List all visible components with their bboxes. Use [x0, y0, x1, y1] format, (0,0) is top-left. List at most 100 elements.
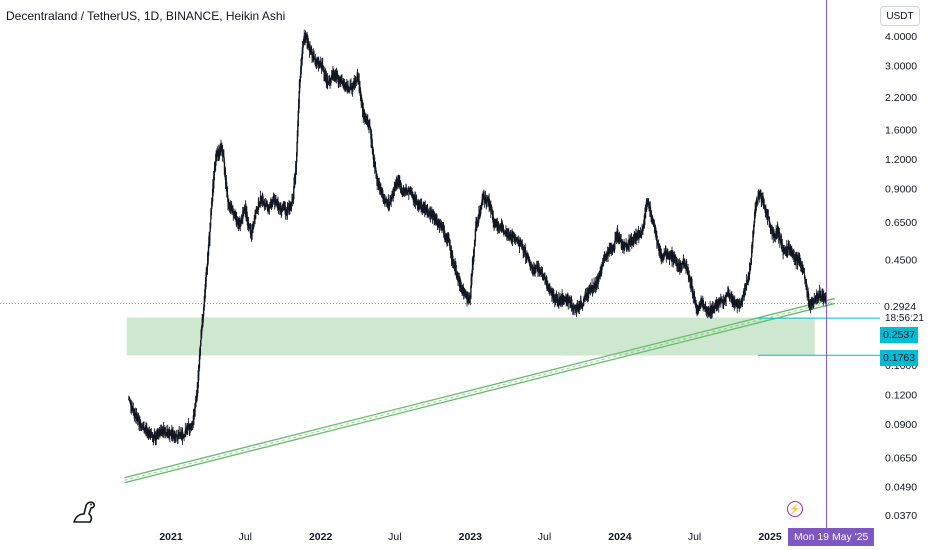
current-price-label: 0.2924	[884, 301, 917, 313]
candle-body	[691, 284, 693, 288]
candle-body	[468, 297, 470, 300]
candle-body	[283, 206, 285, 210]
candle-body	[682, 262, 684, 264]
support-zone	[126, 317, 815, 356]
candle-body	[614, 237, 616, 248]
candle-body	[469, 295, 471, 301]
candle-body	[419, 201, 421, 205]
candle-body	[255, 212, 257, 214]
candle-body	[750, 263, 752, 267]
candle-body	[628, 245, 629, 247]
candle-body	[503, 226, 504, 232]
candle-body	[633, 235, 635, 240]
time-tick-label: Jul	[538, 531, 551, 543]
price-tick-label: 1.2000	[885, 154, 917, 166]
price-tick-label: 2.2000	[885, 92, 917, 104]
candle-body	[269, 204, 271, 208]
time-axis-ticks: 2021 Jul 2022 Jul 2023 Jul 2024 Jul 2025	[159, 531, 782, 543]
candle-body	[208, 242, 210, 256]
price-tick-label: 0.0490	[885, 481, 917, 493]
price-axis-ticks: 4.0000 3.0000 2.2000 1.6000 1.2000 0.9000 0.65…	[885, 31, 917, 522]
candle-body	[174, 433, 176, 438]
candle-body	[408, 191, 410, 196]
candle-body	[556, 296, 558, 299]
candle-body	[264, 204, 265, 207]
horizontal-lines-layer	[0, 303, 880, 356]
candle-body	[723, 296, 725, 303]
candle-body	[649, 206, 651, 214]
candle-body	[390, 197, 392, 202]
trendline-mid	[124, 300, 835, 481]
candle-body	[376, 170, 377, 177]
candle-body	[346, 84, 348, 88]
candle-body	[402, 192, 404, 194]
candle-body	[806, 291, 808, 296]
candle-body	[227, 190, 228, 199]
time-tick-label: 2025	[758, 531, 782, 543]
candle-body	[401, 191, 403, 192]
candle-body	[272, 200, 274, 204]
candle-body	[336, 76, 338, 79]
trendline-lower	[124, 302, 835, 484]
candle-body	[444, 232, 446, 237]
candle-body	[669, 254, 671, 259]
price-tick-label: 0.0650	[885, 452, 917, 464]
candle-body	[281, 210, 283, 212]
time-tick-label: 2021	[159, 531, 183, 543]
candle-body	[216, 151, 218, 156]
candle-body	[590, 287, 592, 290]
candle-body	[624, 245, 626, 247]
candle-body	[714, 308, 716, 312]
candle-body	[467, 296, 469, 300]
candle-body	[815, 296, 817, 299]
candle-body	[349, 84, 351, 88]
candle-body	[200, 335, 202, 347]
candle-body	[573, 305, 575, 308]
support-zone-layer	[126, 317, 815, 356]
candle-body	[405, 189, 407, 194]
candle-body	[284, 207, 286, 214]
candle-body	[679, 266, 681, 268]
trendline-upper	[124, 297, 835, 479]
candle-body	[578, 305, 579, 307]
price-tick-label: 1.6000	[885, 125, 917, 137]
price-tick-label: 0.0900	[885, 419, 917, 431]
candle-body	[320, 64, 322, 66]
price-tick-label: 0.0370	[885, 510, 917, 522]
candle-body	[675, 257, 677, 261]
candle-body	[442, 226, 444, 230]
candle-body	[206, 268, 208, 277]
time-tick-label: 2022	[309, 531, 333, 543]
time-tick-label: Jul	[238, 531, 251, 543]
candle-body	[384, 199, 386, 202]
candle-body	[683, 261, 685, 267]
candle-body	[355, 81, 357, 84]
price-tick-label: 0.4500	[885, 254, 917, 266]
candle-body	[226, 182, 228, 192]
time-tick-label: Jul	[388, 531, 401, 543]
candle-body	[544, 277, 546, 280]
currency-selector[interactable]: USDT	[880, 6, 920, 26]
candle-body	[665, 249, 667, 254]
time-tick-label: 2023	[459, 531, 483, 543]
candle-body	[583, 296, 585, 303]
candle-body	[214, 167, 215, 179]
candle-body	[313, 55, 315, 57]
candle-body	[708, 311, 710, 315]
candle-body	[144, 429, 146, 431]
candle-body	[530, 264, 532, 268]
lightning-icon[interactable]: ⚡	[787, 501, 803, 517]
candle-body	[745, 283, 747, 288]
candle-body	[369, 123, 371, 128]
candle-body	[662, 256, 663, 259]
candle-body	[209, 225, 211, 241]
candle-body	[585, 294, 586, 297]
candle-body	[734, 299, 736, 304]
candle-body	[280, 205, 282, 209]
candle-body	[220, 149, 222, 152]
price-tick-label: 4.0000	[885, 31, 917, 43]
candle-body	[293, 182, 295, 196]
candle-body	[821, 297, 823, 300]
candle-body	[429, 210, 431, 216]
